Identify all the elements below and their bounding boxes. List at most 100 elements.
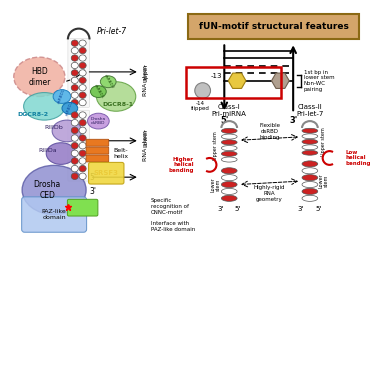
Text: 3': 3': [217, 206, 223, 212]
Text: dsRBD1: dsRBD1: [57, 88, 67, 105]
Ellipse shape: [79, 92, 86, 98]
Ellipse shape: [221, 188, 237, 195]
Text: dsRBD2: dsRBD2: [65, 100, 75, 117]
Ellipse shape: [100, 76, 116, 88]
Text: -14: -14: [196, 101, 205, 106]
Ellipse shape: [221, 134, 237, 139]
Text: Class-II
Pri-let-7: Class-II Pri-let-7: [296, 104, 324, 117]
Text: SRSF3: SRSF3: [94, 170, 119, 176]
Text: DGCR8-1: DGCR8-1: [102, 102, 134, 107]
Text: Upper stem: Upper stem: [321, 128, 326, 156]
Text: Drosha
dsRBD: Drosha dsRBD: [91, 117, 106, 125]
Text: Interface with
PAZ-like domain: Interface with PAZ-like domain: [150, 221, 195, 232]
Text: 3': 3': [289, 116, 297, 125]
Text: Low
helical
bending: Low helical bending: [345, 150, 371, 166]
Text: CNNC: CNNC: [72, 205, 94, 211]
Ellipse shape: [71, 142, 78, 149]
FancyBboxPatch shape: [86, 139, 109, 146]
Ellipse shape: [79, 99, 86, 106]
Text: fUN-motif structural features: fUN-motif structural features: [198, 22, 348, 31]
Circle shape: [195, 83, 210, 99]
Text: 5': 5': [289, 30, 297, 39]
Ellipse shape: [71, 135, 78, 141]
Ellipse shape: [90, 86, 106, 98]
Text: 3': 3': [220, 30, 228, 39]
Ellipse shape: [79, 70, 86, 76]
Text: Higher
helical
bending: Higher helical bending: [168, 157, 194, 173]
Ellipse shape: [71, 62, 78, 69]
Ellipse shape: [79, 173, 86, 180]
Ellipse shape: [221, 195, 237, 201]
Ellipse shape: [96, 82, 136, 111]
Text: HBD
dimer: HBD dimer: [28, 67, 51, 87]
Ellipse shape: [79, 142, 86, 149]
Ellipse shape: [79, 47, 86, 54]
Ellipse shape: [79, 127, 86, 134]
FancyBboxPatch shape: [88, 162, 124, 184]
FancyBboxPatch shape: [22, 197, 87, 232]
Text: 5': 5': [235, 206, 241, 212]
Text: flipped: flipped: [191, 106, 210, 111]
Ellipse shape: [302, 145, 318, 150]
Text: Upper stem: Upper stem: [213, 131, 218, 160]
Ellipse shape: [53, 90, 71, 104]
Text: Lower
stem: Lower stem: [318, 174, 329, 189]
Ellipse shape: [71, 158, 78, 164]
Ellipse shape: [302, 182, 318, 188]
Ellipse shape: [79, 77, 86, 84]
Text: dsRBD1: dsRBD1: [93, 84, 104, 100]
FancyBboxPatch shape: [68, 199, 98, 216]
FancyBboxPatch shape: [68, 110, 90, 181]
Ellipse shape: [79, 120, 86, 126]
Ellipse shape: [79, 165, 86, 172]
Ellipse shape: [71, 40, 78, 46]
Text: DGCR8-2: DGCR8-2: [17, 112, 48, 117]
Ellipse shape: [79, 135, 86, 141]
Text: 3': 3': [298, 206, 304, 212]
Ellipse shape: [24, 93, 65, 120]
Ellipse shape: [221, 182, 237, 188]
Ellipse shape: [52, 120, 82, 142]
Text: RNA stem: RNA stem: [143, 130, 148, 161]
Ellipse shape: [71, 173, 78, 180]
Text: dsRBD2: dsRBD2: [102, 74, 114, 90]
Text: 1st bp in
lower stem
Non-WC
pairing: 1st bp in lower stem Non-WC pairing: [304, 69, 334, 92]
Text: Drosha
CED: Drosha CED: [34, 180, 61, 200]
Text: 5': 5': [90, 172, 96, 182]
Text: Specific
recognition of
CNNC-motif: Specific recognition of CNNC-motif: [150, 198, 189, 215]
Text: Pri-let-7: Pri-let-7: [96, 27, 126, 36]
Text: Class-I
Pri-miRNA: Class-I Pri-miRNA: [212, 104, 247, 117]
Ellipse shape: [71, 47, 78, 54]
Text: RIIIDa: RIIIDa: [38, 148, 57, 153]
Ellipse shape: [14, 57, 65, 96]
Ellipse shape: [302, 140, 318, 144]
Ellipse shape: [221, 128, 237, 133]
Ellipse shape: [302, 134, 318, 139]
FancyBboxPatch shape: [86, 155, 109, 162]
Text: U: U: [200, 86, 206, 95]
Text: Lower
stem: Lower stem: [210, 177, 221, 192]
Ellipse shape: [221, 146, 237, 151]
FancyBboxPatch shape: [68, 39, 90, 107]
Ellipse shape: [71, 99, 78, 106]
Ellipse shape: [71, 150, 78, 157]
Ellipse shape: [221, 175, 237, 181]
Ellipse shape: [79, 40, 86, 46]
Ellipse shape: [79, 158, 86, 164]
Text: RNA stem: RNA stem: [143, 65, 148, 96]
Ellipse shape: [71, 77, 78, 84]
Ellipse shape: [71, 165, 78, 172]
Text: N: N: [234, 76, 240, 85]
Ellipse shape: [302, 175, 318, 181]
Ellipse shape: [71, 70, 78, 76]
Ellipse shape: [302, 161, 318, 167]
Polygon shape: [228, 73, 246, 88]
Text: 3': 3': [90, 188, 96, 196]
Ellipse shape: [71, 112, 78, 118]
Ellipse shape: [221, 168, 237, 174]
Ellipse shape: [71, 55, 78, 61]
Ellipse shape: [46, 143, 76, 164]
Ellipse shape: [62, 102, 78, 114]
Ellipse shape: [79, 112, 86, 118]
Ellipse shape: [79, 85, 86, 91]
